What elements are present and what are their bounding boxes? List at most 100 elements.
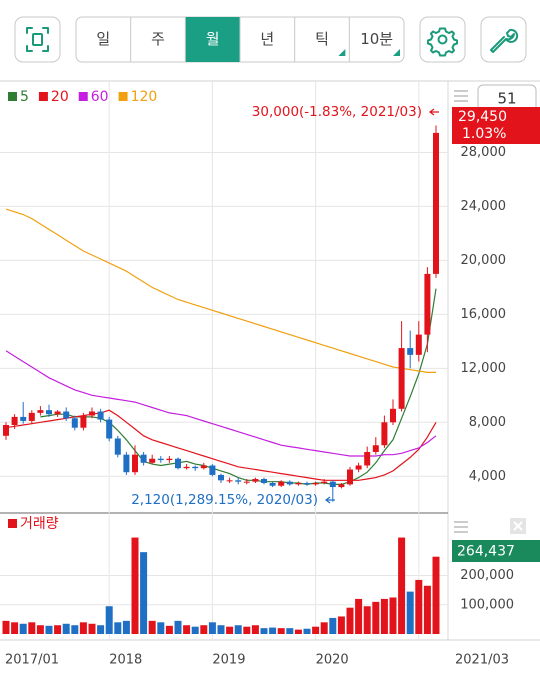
close-icon	[513, 521, 523, 531]
volume-bar	[45, 625, 53, 634]
period-button[interactable]: 월	[206, 30, 220, 48]
volume-bar	[200, 625, 208, 634]
volume-bar	[269, 627, 277, 634]
legend-swatch	[8, 519, 17, 528]
candle-body	[37, 410, 44, 413]
volume-bar	[260, 628, 268, 634]
volume-bar	[320, 622, 328, 634]
ma-line	[5, 409, 437, 481]
volume-bar	[251, 625, 259, 634]
volume-bar	[36, 625, 44, 634]
volume-bar	[337, 616, 345, 634]
candle-body	[390, 408, 396, 423]
period-active	[185, 17, 240, 62]
volume-bar	[355, 598, 363, 634]
ma-line	[5, 208, 436, 373]
candle-body	[286, 481, 293, 485]
candle-body	[20, 416, 27, 421]
candle-body	[347, 469, 353, 485]
volume-bar	[62, 623, 70, 634]
candle-body	[132, 454, 138, 473]
y-tick-label: 100,000	[460, 597, 514, 612]
candle-body	[157, 458, 164, 461]
x-tick-label: 2020	[316, 653, 349, 668]
candle-body	[278, 481, 285, 486]
candle-body	[304, 483, 310, 485]
y-tick-label: 8,000	[469, 415, 506, 430]
legend-label: 5	[20, 89, 29, 105]
candle-body	[415, 334, 422, 355]
candle-body	[89, 411, 95, 416]
volume-bar	[398, 537, 406, 634]
volume-bar	[11, 622, 19, 634]
candle-body	[46, 410, 52, 415]
volume-bar	[105, 606, 113, 634]
candle-body	[381, 422, 388, 446]
period-dropdown	[393, 49, 400, 56]
volume-bar	[346, 607, 354, 634]
current-price-box	[452, 107, 540, 144]
fullscreen-button[interactable]	[14, 16, 61, 63]
y-tick-label: 12,000	[461, 361, 507, 376]
candle-body	[218, 474, 224, 481]
candle-body	[252, 478, 259, 482]
menu-icon[interactable]	[454, 521, 468, 533]
candle-body	[106, 419, 113, 439]
volume-bar	[363, 606, 371, 634]
panel-title: 거래량	[20, 516, 59, 532]
volume-bar	[174, 620, 182, 634]
fullscreen-icon	[26, 27, 49, 52]
volume-bar	[97, 625, 105, 634]
menu-icon[interactable]	[454, 90, 468, 102]
candle-body	[407, 348, 414, 355]
x-tick-label: 2018	[109, 653, 142, 668]
volume-bar	[122, 620, 130, 634]
legend-label: 120	[131, 89, 158, 105]
period-button[interactable]: 10분	[360, 30, 393, 48]
current-change: 1.03%	[462, 126, 506, 142]
low-annotation: 2,120(1,289.15%, 2020/03)	[131, 492, 318, 508]
settings-icon	[437, 34, 448, 45]
period-button[interactable]: 틱	[315, 30, 329, 48]
candle-body	[80, 415, 87, 428]
volume-bar	[217, 625, 225, 634]
candle-body	[209, 465, 216, 475]
volume-bar	[277, 628, 285, 634]
candle-body	[355, 465, 362, 470]
candle-body	[71, 418, 78, 428]
volume-bar	[415, 579, 423, 634]
current-volume: 264,437	[457, 544, 515, 560]
current-volume-box	[452, 540, 540, 562]
period-button[interactable]: 주	[151, 30, 165, 48]
volume-bar	[294, 629, 302, 634]
volume-bar	[208, 622, 216, 634]
candle-body	[329, 481, 336, 488]
ma-line	[5, 350, 437, 457]
y-tick-label: 20,000	[461, 253, 507, 268]
count-text: 51	[497, 90, 516, 108]
candle-body	[226, 480, 233, 482]
candle-body	[338, 484, 345, 488]
candle-body	[321, 481, 328, 484]
volume-bar	[423, 585, 431, 634]
period-button[interactable]: 년	[260, 30, 274, 48]
chart-area: 4,000 8,000 12,000 16,000 20,000 24,000 28,000…	[0, 81, 540, 668]
candle-body	[140, 454, 147, 463]
y-tick-label: 4,000	[469, 469, 506, 484]
volume-bar	[183, 625, 191, 634]
candle-body	[424, 273, 431, 335]
volume-bar	[286, 628, 294, 634]
legend-swatch	[78, 92, 88, 101]
candle-body	[166, 458, 173, 461]
candle-body	[28, 412, 35, 421]
candle-body	[97, 411, 104, 420]
candle-body	[123, 454, 130, 473]
period-button[interactable]: 일	[96, 30, 110, 48]
volume-bar	[131, 537, 139, 634]
volume-bar	[389, 597, 397, 634]
wrench-icon	[490, 28, 519, 53]
y-tick-label: 200,000	[460, 568, 514, 583]
fullscreen-icon-inner	[32, 33, 43, 46]
tools-button[interactable]	[480, 16, 527, 63]
